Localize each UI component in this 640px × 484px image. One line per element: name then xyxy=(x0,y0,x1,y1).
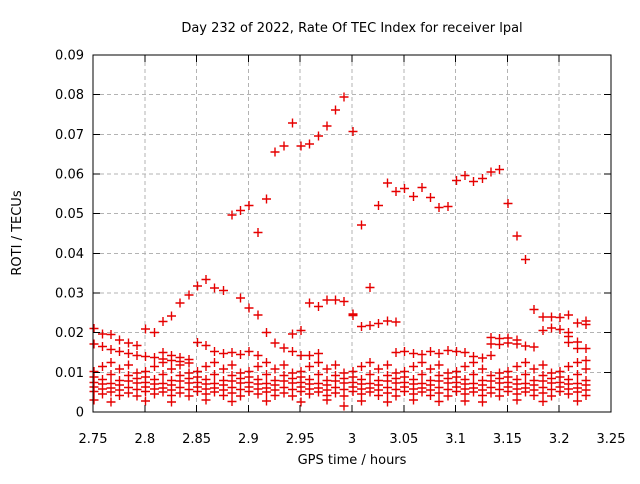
grid-lines xyxy=(93,55,611,412)
x-tick-label: 3.2 xyxy=(549,432,570,447)
y-tick-label: 0 xyxy=(76,406,84,421)
axis-ticks xyxy=(92,54,612,413)
y-tick-label: 0.03 xyxy=(55,287,84,302)
x-tick-label: 2.8 xyxy=(134,432,155,447)
y-tick-label: 0.04 xyxy=(55,247,84,262)
x-tick-label: 2.95 xyxy=(286,432,315,447)
x-tick-label: 2.9 xyxy=(238,432,259,447)
y-tick-label: 0.06 xyxy=(55,168,84,183)
y-axis-label: ROTI / TECUs xyxy=(10,190,25,275)
y-tick-label: 0.07 xyxy=(55,128,84,143)
y-tick-label: 0.09 xyxy=(55,49,84,64)
y-tick-labels: 0 0.01 0.02 0.03 0.04 0.05 0.06 0.07 0.08 0.09 xyxy=(55,49,84,421)
y-tick-label: 0.02 xyxy=(55,326,84,341)
x-tick-label: 3.25 xyxy=(597,432,626,447)
y-tick-label: 0.01 xyxy=(55,366,84,381)
y-tick-label: 0.08 xyxy=(55,88,84,103)
scatter-markers xyxy=(89,92,591,411)
x-tick-label: 3.15 xyxy=(493,432,522,447)
x-axis-label: GPS time / hours xyxy=(298,453,407,468)
x-tick-label: 3 xyxy=(348,432,356,447)
chart-title: Day 232 of 2022, Rate Of TEC Index for r… xyxy=(181,21,522,36)
x-tick-label: 3.1 xyxy=(445,432,466,447)
data-points xyxy=(89,92,591,411)
y-tick-label: 0.05 xyxy=(55,207,84,222)
x-tick-label: 2.75 xyxy=(79,432,108,447)
x-tick-label: 3.05 xyxy=(389,432,418,447)
x-tick-labels: 2.75 2.8 2.85 2.9 2.95 3 3.05 3.1 3.15 3.2 3.25 xyxy=(79,432,626,447)
x-tick-label: 2.85 xyxy=(182,432,211,447)
